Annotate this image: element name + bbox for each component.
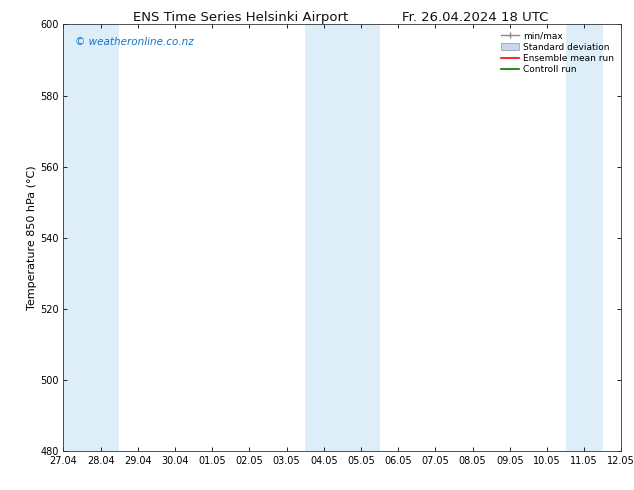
Bar: [305, 24, 380, 451]
Legend: min/max, Standard deviation, Ensemble mean run, Controll run: min/max, Standard deviation, Ensemble me…: [499, 29, 617, 77]
Y-axis label: Temperature 850 hPa (°C): Temperature 850 hPa (°C): [27, 165, 37, 310]
Bar: [45, 24, 119, 451]
Text: © weatheronline.co.nz: © weatheronline.co.nz: [75, 37, 193, 48]
Text: Fr. 26.04.2024 18 UTC: Fr. 26.04.2024 18 UTC: [403, 11, 548, 24]
Text: ENS Time Series Helsinki Airport: ENS Time Series Helsinki Airport: [133, 11, 349, 24]
Bar: [566, 24, 603, 451]
